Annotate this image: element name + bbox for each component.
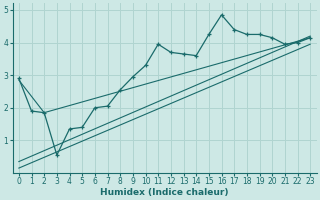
X-axis label: Humidex (Indice chaleur): Humidex (Indice chaleur) (100, 188, 229, 197)
